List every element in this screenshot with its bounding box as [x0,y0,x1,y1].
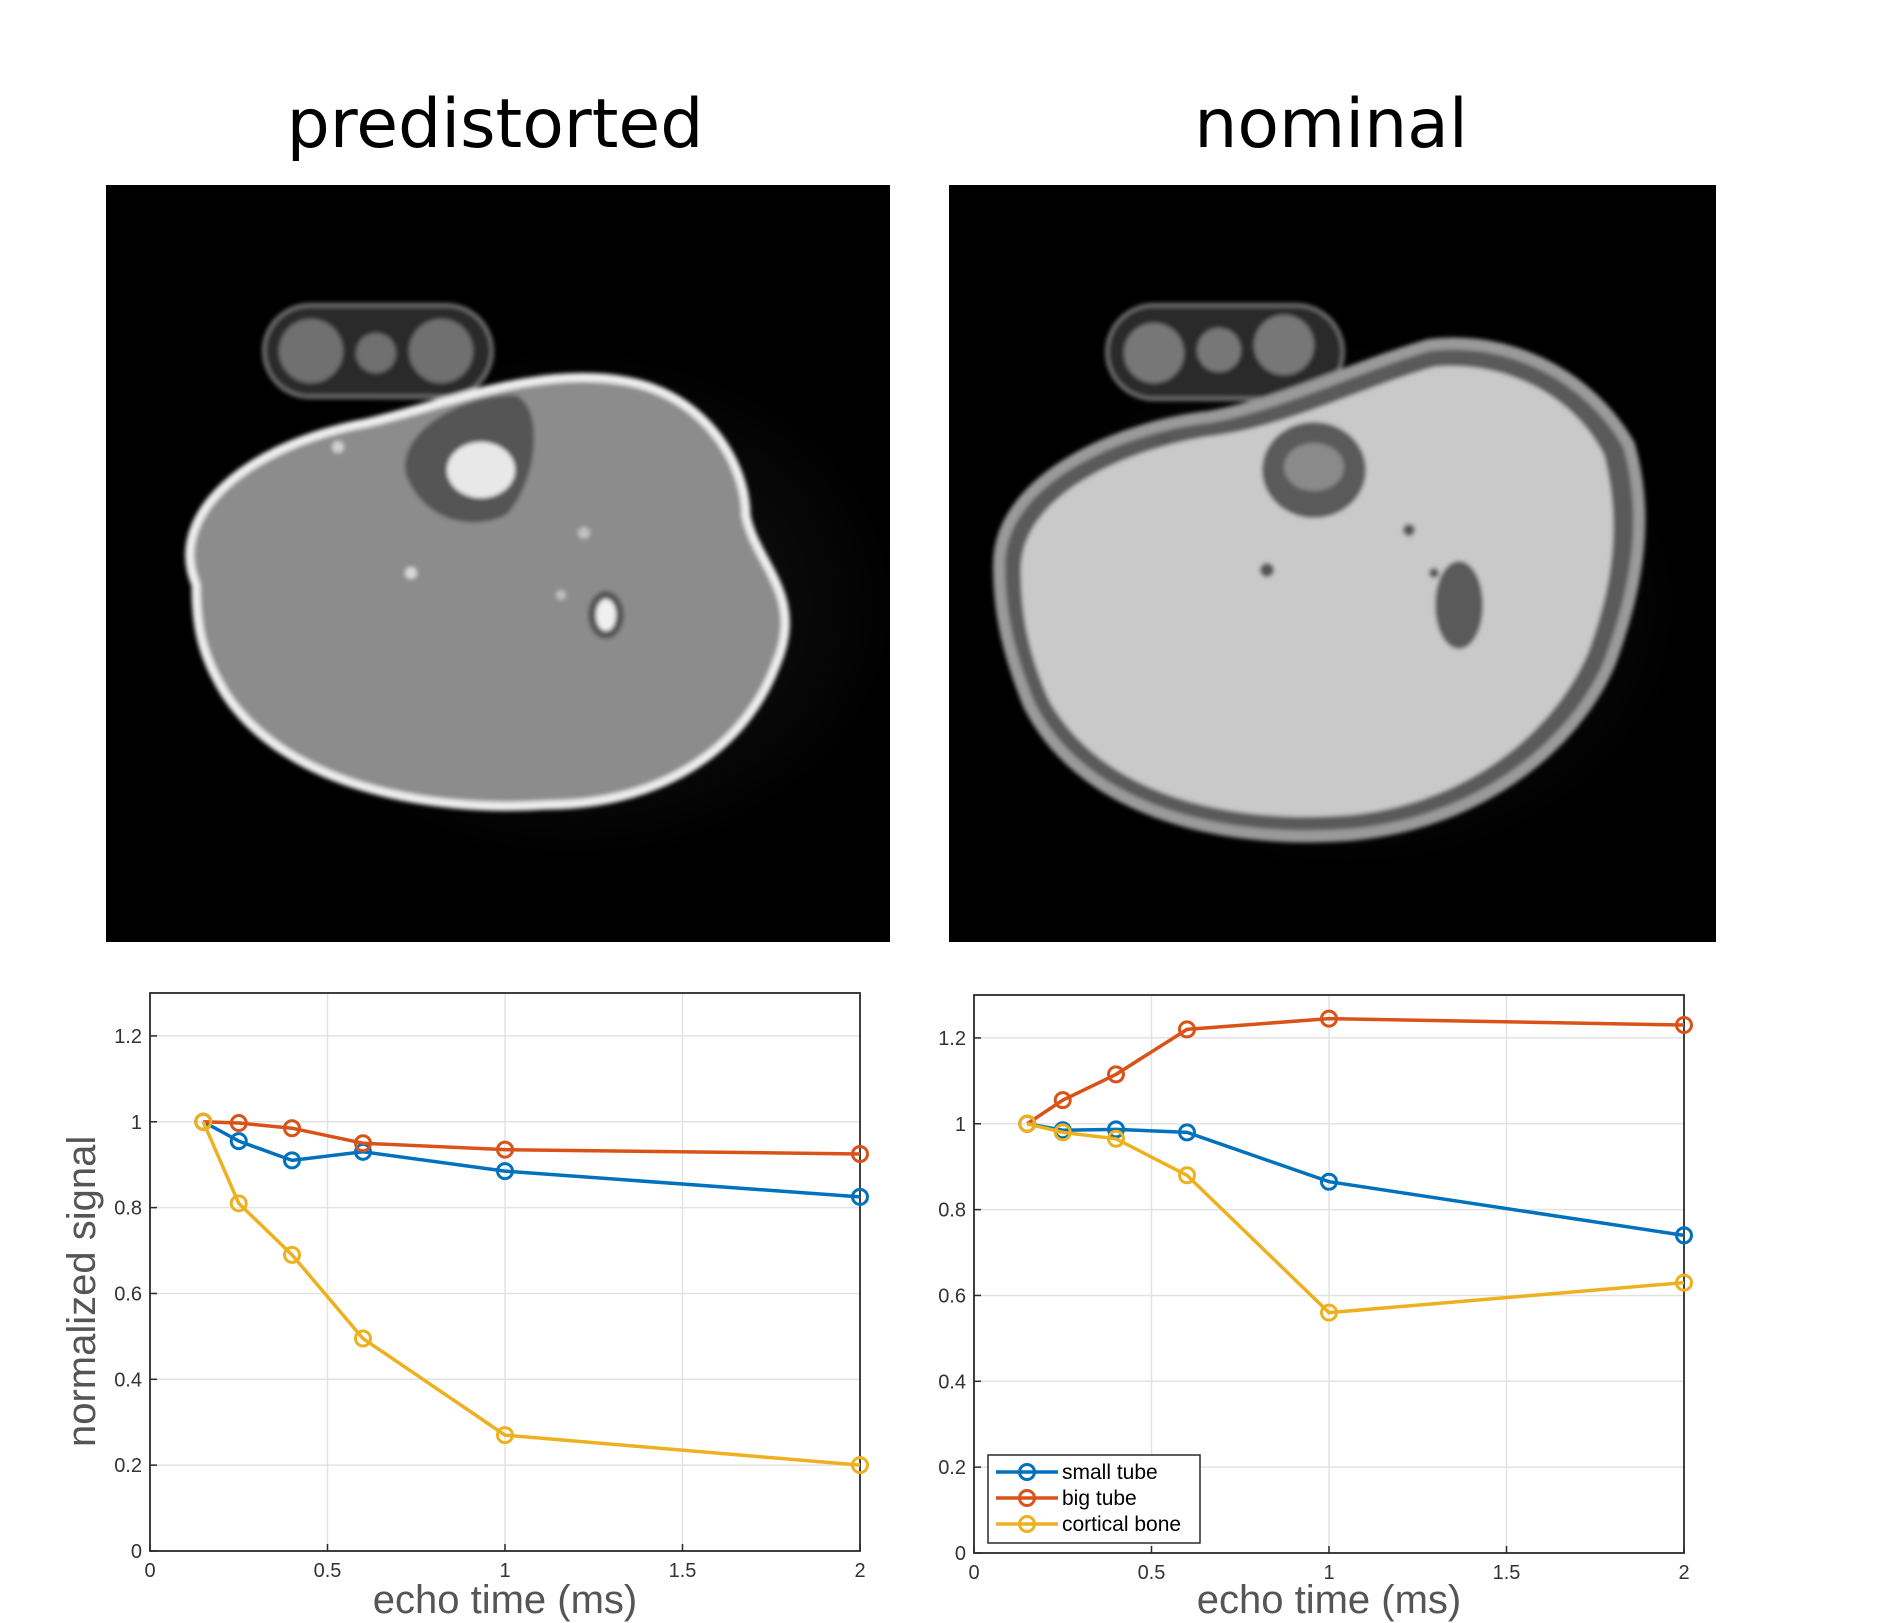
x-tick-label: 1.5 [669,1560,697,1582]
x-tick-label: 1.5 [1493,1562,1521,1584]
x-tick-label: 2 [854,1560,865,1582]
legend-marker-small-tube [1018,1463,1036,1481]
mri-image-predistorted [106,185,890,942]
y-tick-label: 0.8 [114,1198,142,1220]
y-axis-label-predistorted: normalized signal [60,1135,104,1447]
y-tick-label: 1.2 [938,1028,966,1050]
x-tick-label: 0 [144,1560,155,1582]
data-point-big-tube [851,1144,869,1163]
mri-image-nominal [949,185,1716,942]
data-point-cortical-bone [496,1426,514,1445]
x-axis-label-nominal: echo time (ms) [1196,1578,1462,1622]
series-line-big-tube [203,1120,861,1156]
data-point-cortical-bone [1018,1114,1037,1133]
y-tick-label: 0 [955,1543,966,1565]
legend-marker-big-tube [1018,1489,1036,1507]
title-predistorted: predistorted [286,85,704,164]
data-point-big-tube [354,1134,372,1153]
legend-marker-cortical-bone [1018,1515,1036,1533]
y-tick-label: 0.6 [114,1283,142,1305]
y-tick-label: 0.4 [938,1371,966,1393]
data-point-cortical-bone [1107,1129,1125,1148]
y-tick-label: 0.2 [114,1455,142,1477]
data-point-small-tube [1178,1123,1196,1142]
x-tick-label: 0.5 [1138,1562,1166,1584]
data-point-big-tube [1053,1091,1072,1110]
y-tick-label: 1 [131,1112,142,1134]
data-point-cortical-bone [1053,1123,1072,1142]
y-tick-label: 1 [955,1114,966,1136]
data-point-big-tube [1107,1065,1125,1084]
chart-nominal: 0 0.5 1 1.5 2 0 0.2 0.4 0.6 0.8 1 1.2 small tube big … [938,994,1693,1584]
data-point-small-tube [496,1162,514,1181]
y-tick-label: 0.8 [938,1200,966,1222]
plot-nominal-svg: 0 0.5 1 1.5 2 0 0.2 0.4 0.6 0.8 1 1.2 small tube big … [938,994,1693,1584]
chart-predistorted: 0 0.5 1 1.5 2 0 0.2 0.4 0.6 0.8 1 1.2 [114,992,869,1582]
data-point-cortical-bone [1675,1273,1693,1292]
data-point-big-tube [283,1119,301,1138]
data-point-cortical-bone [851,1456,869,1475]
y-tick-label: 1.2 [114,1026,142,1048]
data-point-big-tube [229,1114,248,1133]
x-tick-label: 1 [1323,1562,1334,1584]
data-point-big-tube [1178,1020,1196,1039]
data-point-small-tube [1675,1226,1693,1245]
legend-label-small-tube: small tube [1062,1461,1158,1484]
data-point-cortical-bone [229,1194,248,1213]
data-point-small-tube [1107,1120,1125,1139]
y-tick-label: 0.4 [114,1369,142,1391]
legend-label-big-tube: big tube [1062,1487,1137,1510]
data-point-cortical-bone [1320,1303,1338,1322]
data-point-small-tube [851,1187,869,1206]
data-point-big-tube [1320,1009,1338,1028]
data-point-small-tube [229,1132,248,1151]
series-line-cortical-bone [201,1121,861,1467]
data-point-big-tube [1675,1016,1693,1035]
x-tick-label: 0.5 [314,1560,342,1582]
data-point-cortical-bone [354,1329,372,1348]
data-point-cortical-bone [194,1112,213,1131]
plot-predistorted-svg: 0 0.5 1 1.5 2 0 0.2 0.4 0.6 0.8 1 1.2 [114,992,869,1582]
x-axis-label-predistorted: echo time (ms) [372,1578,638,1622]
data-point-big-tube [496,1140,514,1159]
x-tick-label: 1 [499,1560,510,1582]
legend: small tube big tube cortical bone [987,1454,1201,1544]
y-tick-label: 0.6 [938,1285,966,1307]
x-tick-label: 0 [968,1562,979,1584]
data-point-cortical-bone [1178,1166,1196,1185]
data-point-cortical-bone [283,1245,301,1264]
y-tick-label: 0 [131,1541,142,1563]
data-point-small-tube [1320,1172,1338,1191]
x-tick-label: 2 [1678,1562,1689,1584]
data-point-small-tube [283,1151,301,1170]
y-tick-label: 0.2 [938,1457,966,1479]
legend-label-cortical-bone: cortical bone [1062,1513,1181,1536]
title-nominal: nominal [1194,85,1468,164]
